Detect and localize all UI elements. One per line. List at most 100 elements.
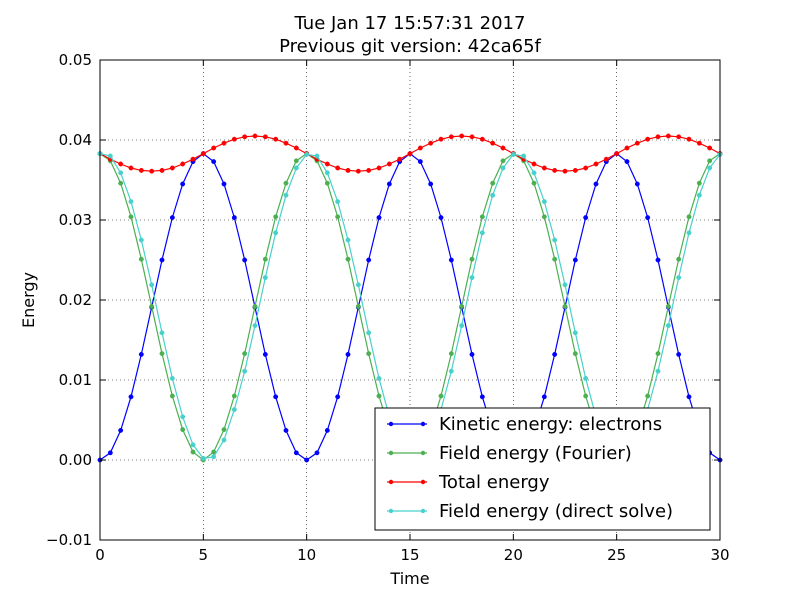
data-point	[190, 449, 196, 455]
data-point	[128, 214, 134, 220]
data-point	[231, 136, 237, 142]
y-axis-label: Energy	[19, 272, 38, 328]
legend-box	[374, 407, 711, 531]
data-point	[355, 282, 361, 288]
data-point	[200, 455, 206, 461]
data-point	[583, 215, 589, 221]
data-point	[583, 375, 589, 381]
data-point	[335, 165, 341, 171]
data-point	[676, 275, 682, 281]
data-point	[417, 159, 423, 165]
data-point	[252, 323, 258, 329]
data-point	[376, 165, 382, 171]
data-point	[211, 449, 217, 455]
data-point	[324, 180, 330, 186]
data-point	[634, 181, 640, 187]
data-point	[593, 161, 599, 167]
data-point	[273, 214, 279, 220]
chart-title-line-1: Tue Jan 17 15:57:31 2017	[294, 13, 526, 34]
data-point	[490, 180, 496, 186]
data-point	[696, 180, 702, 186]
data-point	[521, 153, 527, 159]
data-point	[448, 134, 454, 140]
data-point	[242, 368, 248, 374]
data-point	[624, 145, 630, 151]
data-point	[335, 199, 341, 205]
data-point	[448, 257, 454, 263]
data-point	[262, 256, 268, 262]
data-point	[324, 161, 330, 167]
data-point	[180, 414, 186, 420]
data-point	[603, 156, 609, 162]
data-point	[231, 407, 237, 413]
x-axis-label: Time	[389, 569, 429, 588]
data-point	[211, 145, 217, 151]
data-point	[107, 450, 113, 456]
legend-entry: Field energy (direct solve)	[387, 501, 673, 522]
data-point	[262, 134, 268, 140]
data-point	[479, 394, 485, 400]
legend-label: Field energy (direct solve)	[439, 501, 673, 522]
legend-label: Field energy (Fourier)	[439, 443, 632, 464]
data-point	[221, 140, 227, 146]
data-point	[293, 165, 299, 171]
data-point	[696, 140, 702, 146]
data-point	[324, 170, 330, 176]
x-tick-label: 25	[607, 546, 626, 564]
data-point	[293, 145, 299, 151]
data-point	[428, 181, 434, 187]
data-point	[417, 145, 423, 151]
legend-marker	[388, 421, 394, 427]
data-point	[324, 427, 330, 433]
legend-marker	[420, 421, 426, 427]
data-point	[469, 256, 475, 262]
data-point	[645, 215, 651, 221]
data-point	[169, 165, 175, 171]
data-point	[438, 393, 444, 399]
data-point	[448, 368, 454, 374]
legend-entry: Field energy (Fourier)	[387, 443, 632, 464]
data-point	[448, 351, 454, 357]
y-tick-label: 0.00	[59, 451, 92, 469]
data-point	[459, 323, 465, 329]
data-point	[138, 237, 144, 243]
data-point	[490, 140, 496, 146]
data-point	[583, 165, 589, 171]
legend-marker	[388, 508, 394, 514]
data-point	[469, 351, 475, 357]
data-point	[211, 454, 217, 460]
data-point	[190, 442, 196, 448]
data-point	[572, 167, 578, 173]
data-point	[531, 170, 537, 176]
data-point	[345, 351, 351, 357]
data-point	[149, 303, 155, 309]
data-point	[118, 170, 124, 176]
data-point	[304, 457, 310, 463]
data-point	[655, 368, 661, 374]
data-point	[159, 330, 165, 336]
chart-title-line-2: Previous git version: 42ca65f	[279, 36, 541, 57]
data-point	[231, 215, 237, 221]
data-point	[159, 351, 165, 357]
data-point	[252, 133, 258, 139]
legend-marker	[388, 479, 394, 485]
data-point	[696, 192, 702, 198]
data-point	[707, 145, 713, 151]
data-point	[665, 323, 671, 329]
x-tick-label: 10	[297, 546, 316, 564]
data-point	[169, 215, 175, 221]
data-point	[655, 257, 661, 263]
data-point	[118, 161, 124, 167]
data-point	[531, 180, 537, 186]
y-tick-label: −0.01	[46, 531, 92, 549]
data-point	[552, 167, 558, 173]
data-point	[221, 181, 227, 187]
data-point	[262, 351, 268, 357]
data-point	[624, 159, 630, 165]
data-point	[366, 330, 372, 336]
data-point	[593, 181, 599, 187]
data-point	[376, 393, 382, 399]
legend-label: Total energy	[438, 472, 550, 493]
data-point	[345, 237, 351, 243]
